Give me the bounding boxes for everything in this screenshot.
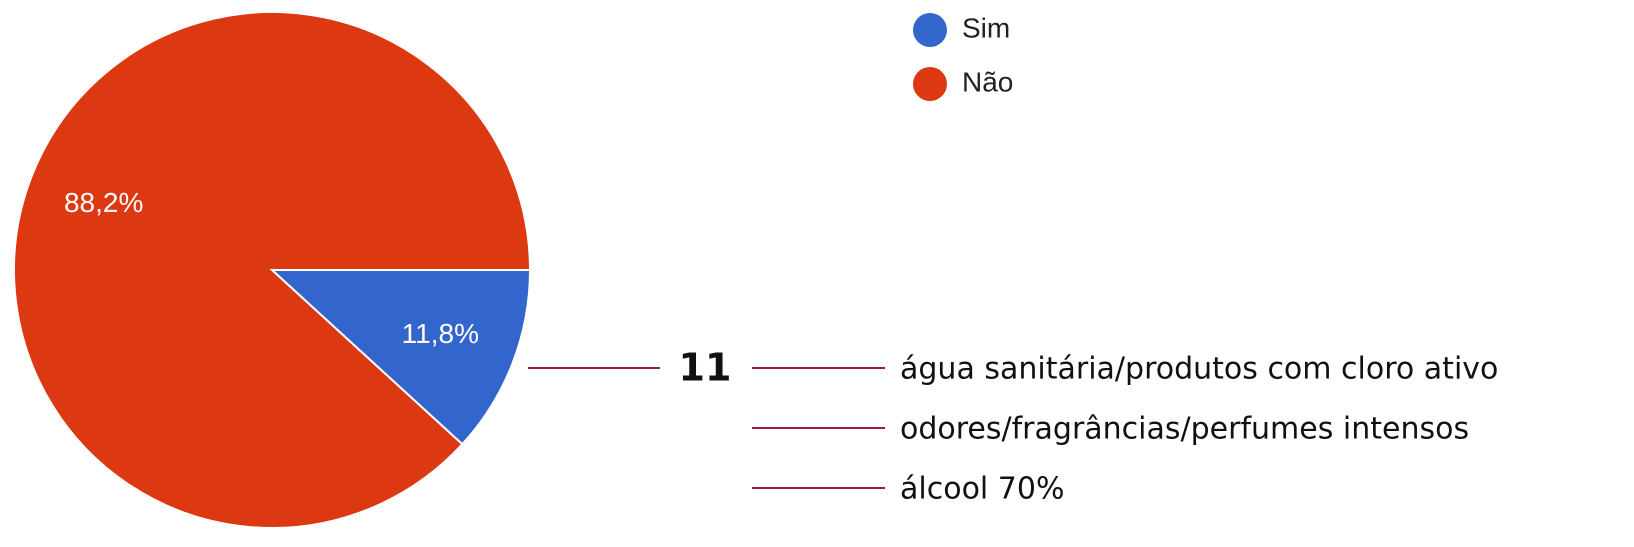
slice-label: 11,8% (402, 318, 479, 349)
note-text: álcool 70% (900, 472, 1064, 507)
notes: água sanitária/produtos com cloro ativo o… (752, 352, 1498, 507)
legend: Sim Não (913, 12, 1013, 101)
pie-slice (13, 11, 532, 529)
count: 11 (679, 346, 732, 390)
legend-swatch (913, 67, 947, 101)
pie: 11,8% 88,2% (13, 11, 532, 529)
legend-label: Sim (962, 12, 1010, 43)
slice-label: 88,2% (64, 187, 143, 218)
note-text: odores/fragrâncias/perfumes intensos (900, 412, 1469, 447)
note-text: água sanitária/produtos com cloro ativo (900, 352, 1498, 387)
pie-slice (269, 269, 532, 446)
legend-label: Não (962, 66, 1013, 97)
legend-swatch (913, 13, 947, 47)
